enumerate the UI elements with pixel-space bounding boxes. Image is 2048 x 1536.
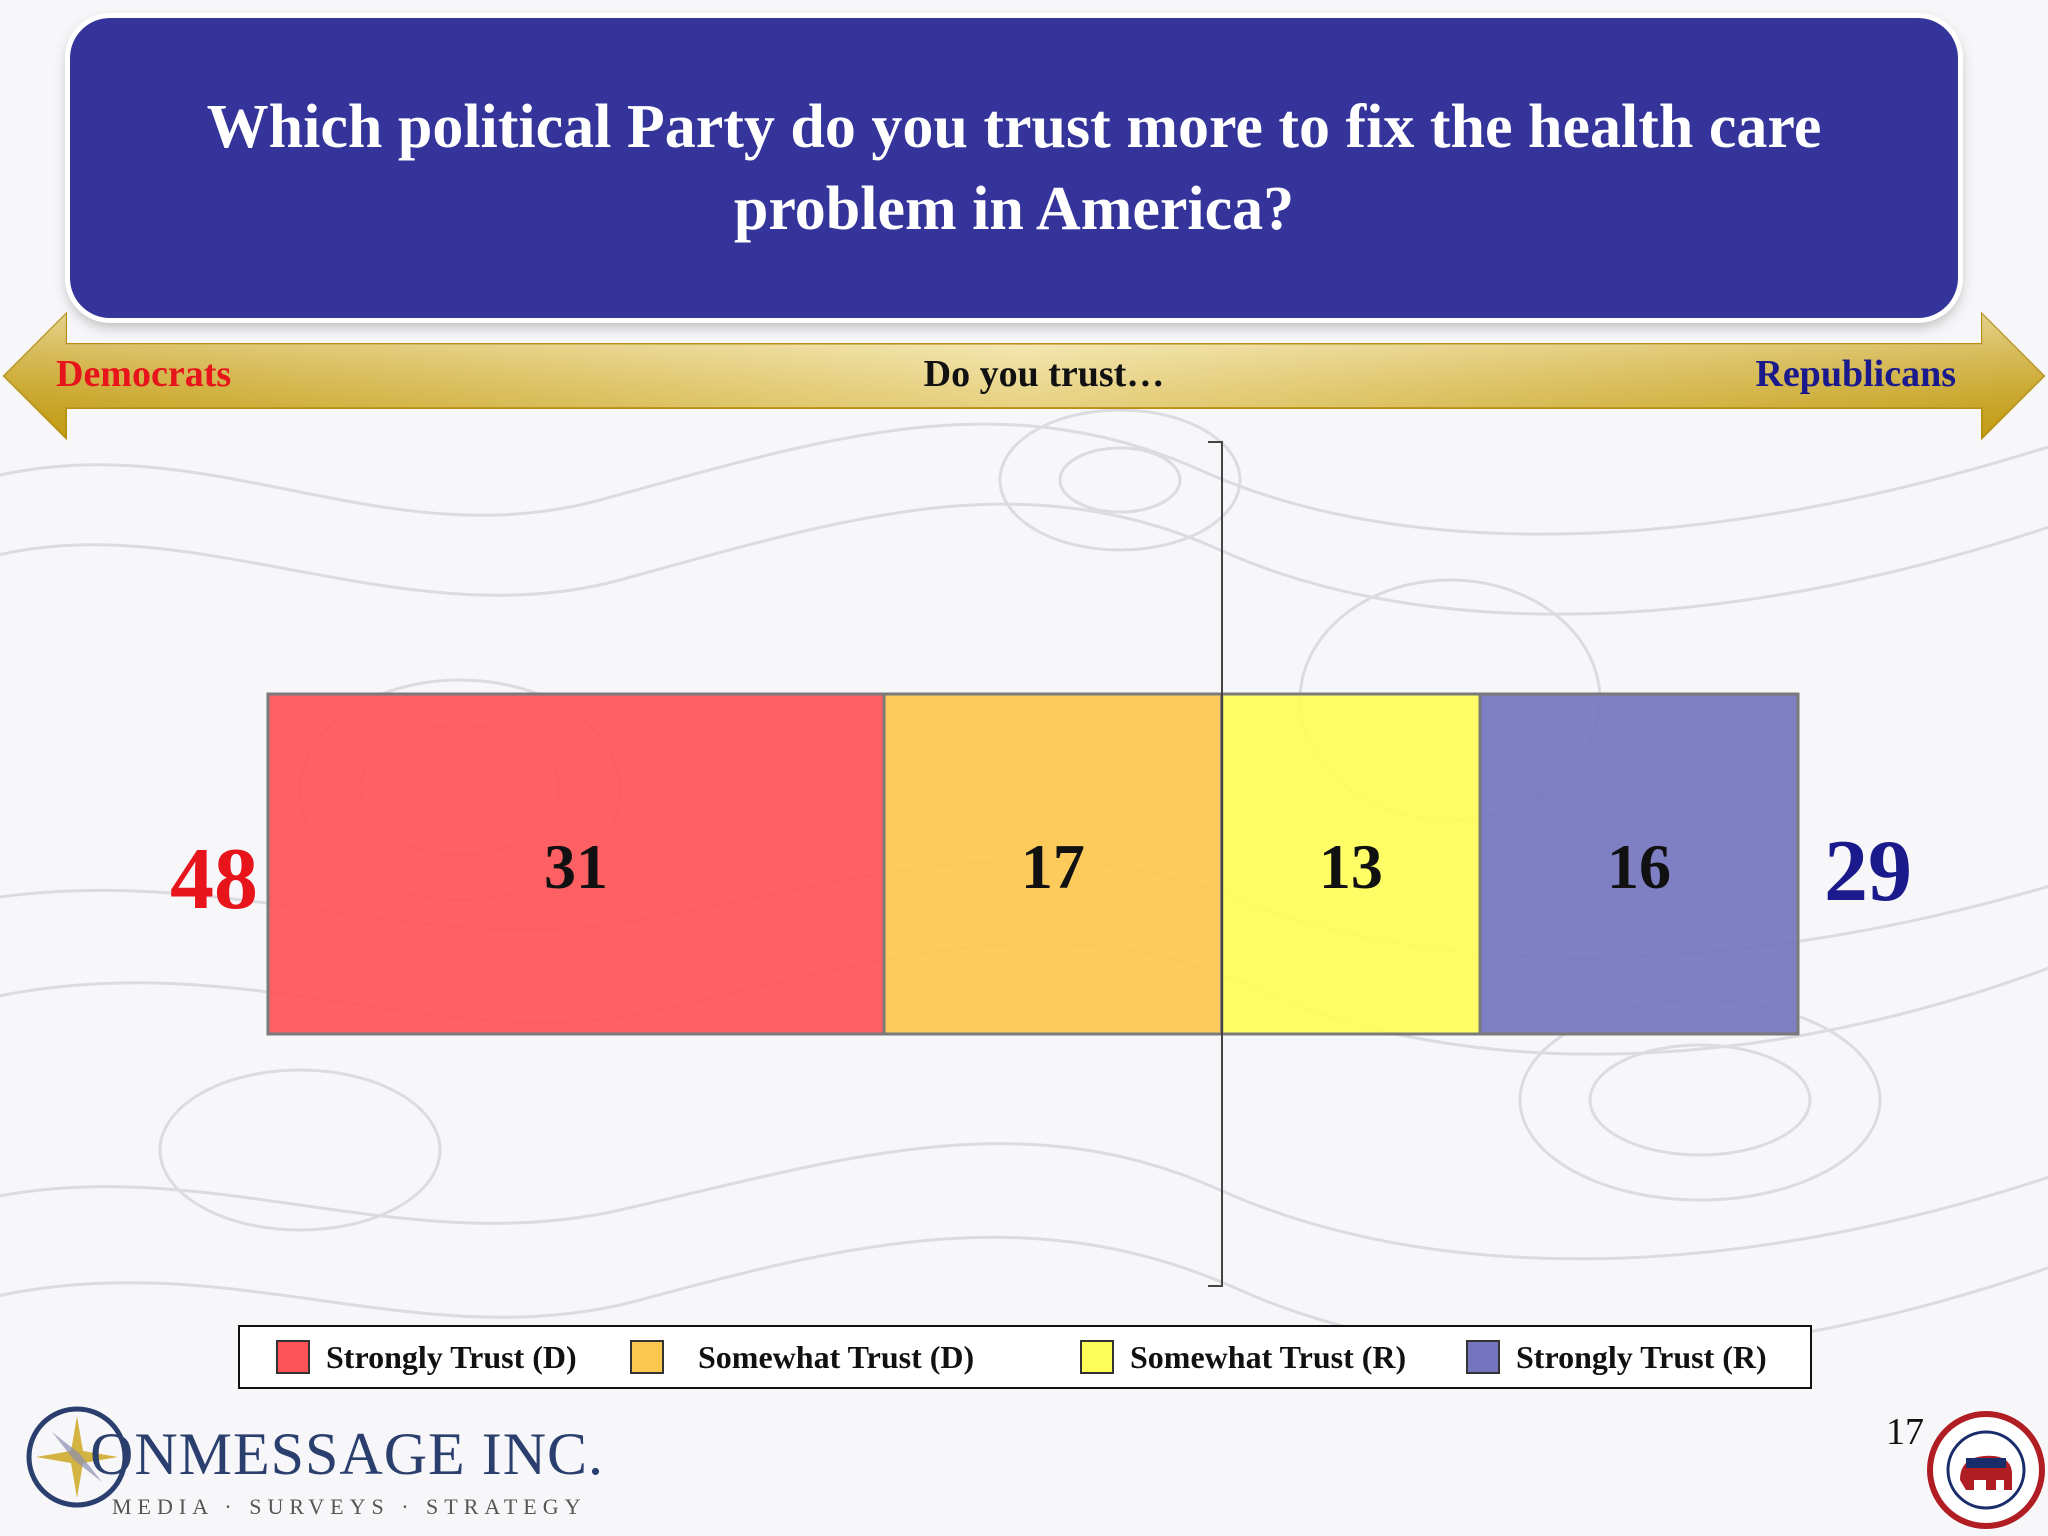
do-you-trust-label: Do you trust… xyxy=(923,353,1165,395)
republicans-total: 29 xyxy=(1824,823,1912,920)
legend-swatch xyxy=(276,1340,310,1374)
bar-value-label: 16 xyxy=(1607,831,1671,902)
bar-segment-3 xyxy=(1220,692,1482,1036)
legend-swatch xyxy=(630,1340,664,1374)
compass-icon xyxy=(26,1406,128,1508)
legend-label: Somewhat Trust (R) xyxy=(1130,1338,1407,1375)
legend-label: Strongly Trust (D) xyxy=(326,1338,577,1375)
legend-label: Strongly Trust (R) xyxy=(1516,1338,1767,1375)
bar-value-label: 13 xyxy=(1319,831,1383,902)
rnc-seal-icon xyxy=(1927,1411,2045,1529)
chart-title: Which political Party do you trust more … xyxy=(206,93,1822,243)
legend-item: Somewhat Trust (R) xyxy=(1080,1339,1406,1375)
onmessage-logo: ONMESSAGE INC. MEDIA · SURVEYS · STRATEG… xyxy=(22,1398,603,1528)
chart-legend: Strongly Trust (D) Somewhat Trust (D) So… xyxy=(238,1325,1812,1389)
republicans-label: Republicans xyxy=(1755,353,1956,395)
trust-direction-arrow xyxy=(2,312,2046,441)
legend-item: Strongly Trust (R) xyxy=(1466,1339,1767,1375)
democrats-label: Democrats xyxy=(56,353,232,395)
logo-main-text: ONMESSAGE INC. xyxy=(90,1421,605,1487)
bar-value-label: 17 xyxy=(1021,831,1085,902)
democrats-total: 48 xyxy=(170,831,258,928)
center-divider-line xyxy=(1208,441,1223,1287)
legend-item: Somewhat Trust (D) xyxy=(630,1339,974,1375)
legend-label: Somewhat Trust (D) xyxy=(698,1338,975,1375)
legend-swatch xyxy=(1080,1340,1114,1374)
legend-swatch xyxy=(1466,1340,1500,1374)
legend-item: Strongly Trust (D) xyxy=(276,1339,577,1375)
bar-segment-1 xyxy=(266,692,886,1036)
bar-segment-4 xyxy=(1478,692,1800,1036)
page-number: 17 xyxy=(1886,1411,1924,1453)
logo-tagline: MEDIA · SURVEYS · STRATEGY xyxy=(112,1494,587,1519)
title-banner: Which political Party do you trust more … xyxy=(70,18,1958,318)
bar-value-label: 31 xyxy=(544,831,608,902)
